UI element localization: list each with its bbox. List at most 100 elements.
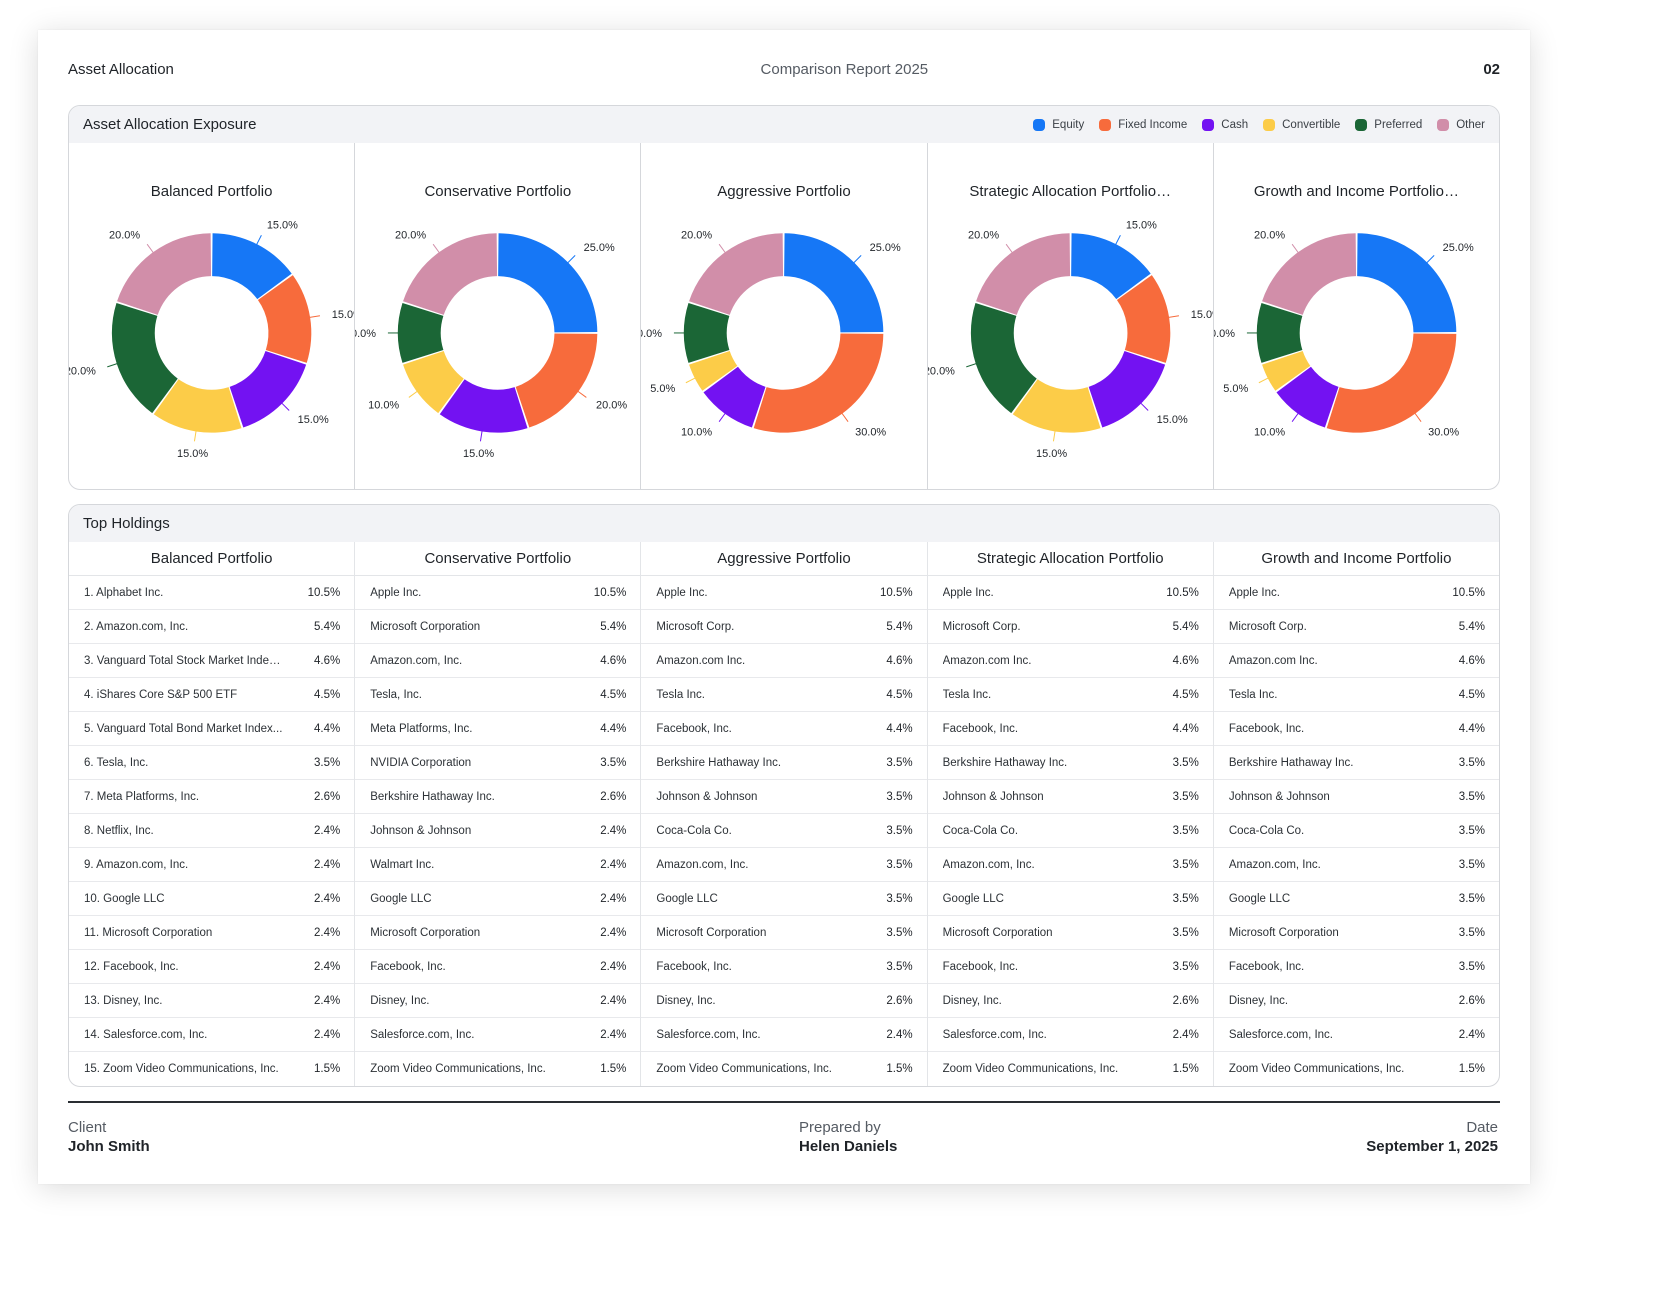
report-header: Asset Allocation Comparison Report 2025 … <box>68 58 1500 80</box>
table-row: Facebook, Inc. 3.5% <box>641 950 927 984</box>
slice-fixed-income[interactable] <box>1326 333 1457 433</box>
table-row: Salesforce.com, Inc. 2.4% <box>355 1018 641 1052</box>
holding-weight: 4.5% <box>600 688 627 701</box>
slice-label: 10.0% <box>368 399 399 411</box>
donut-svg: 25.0% 30.0% 10.0% 5.0% 10.0% 20.0% <box>641 230 901 439</box>
holding-name: Microsoft Corporation <box>942 926 1053 939</box>
holding-name: Facebook, Inc. <box>942 722 1019 735</box>
slice-equity[interactable] <box>784 233 884 333</box>
slice-fixed-income[interactable] <box>1116 275 1170 363</box>
holding-weight: 3.5% <box>1172 790 1199 803</box>
holding-weight: 3.5% <box>1172 960 1199 973</box>
slice-preferred[interactable] <box>1256 303 1303 363</box>
slice-cash[interactable] <box>439 379 528 433</box>
asset-allocation-title: Asset Allocation Exposure <box>83 116 257 133</box>
holding-weight: 3.5% <box>1458 926 1486 939</box>
donut-chart-3: 25.0% 30.0% 10.0% 5.0% 10.0% 20.0% Aggressive … <box>641 143 928 489</box>
holding-name: Salesforce.com, Inc. <box>656 1028 761 1041</box>
holding-name: 5. Vanguard Total Bond Market Index... <box>84 722 283 735</box>
page-number: 02 <box>1483 60 1500 78</box>
footer-divider <box>68 1101 1500 1103</box>
holding-name: Google LLC <box>942 892 1004 905</box>
slice-preferred[interactable] <box>111 303 178 414</box>
table-row: Amazon.com, Inc. 3.5% <box>927 848 1213 882</box>
slice-equity[interactable] <box>1356 233 1457 333</box>
slice-cash[interactable] <box>703 366 766 428</box>
holding-weight: 2.4% <box>313 1028 341 1041</box>
table-row: Microsoft Corp. 5.4% <box>1213 610 1499 644</box>
holding-weight: 4.4% <box>1172 722 1199 735</box>
chart-title: Balanced Portfolio <box>150 183 273 200</box>
table-row: Microsoft Corporation 3.5% <box>641 916 927 950</box>
slice-convertible[interactable] <box>689 351 738 391</box>
slice-convertible[interactable] <box>153 379 242 433</box>
slice-equity[interactable] <box>498 233 598 333</box>
holding-weight: 10.5% <box>880 586 913 599</box>
slice-other[interactable] <box>117 233 212 315</box>
holding-name: 4. iShares Core S&P 500 ETF <box>84 688 238 701</box>
holding-weight: 3.5% <box>886 756 913 769</box>
holding-weight: 5.4% <box>886 620 913 633</box>
slice-label: 30.0% <box>1428 426 1459 438</box>
slice-preferred[interactable] <box>398 303 444 363</box>
holdings-column-header: Balanced Portfolio <box>69 542 355 576</box>
holding-name: Apple Inc. <box>1228 586 1280 599</box>
holding-weight: 3.5% <box>886 926 913 939</box>
legend-item-preferred: Preferred <box>1355 118 1422 131</box>
table-row: Facebook, Inc. 2.4% <box>355 950 641 984</box>
table-row: Zoom Video Communications, Inc. 1.5% <box>1214 1052 1499 1086</box>
holding-name: 2. Amazon.com, Inc. <box>84 620 189 633</box>
slice-cash[interactable] <box>229 351 307 428</box>
slice-preferred[interactable] <box>970 303 1037 414</box>
table-row: Microsoft Corp. 5.4% <box>641 610 927 644</box>
slice-preferred[interactable] <box>684 303 730 363</box>
slice-fixed-income[interactable] <box>754 333 884 433</box>
table-row: Amazon.com Inc. 4.6% <box>1213 644 1499 678</box>
slice-convertible[interactable] <box>403 351 464 414</box>
leader-line <box>1138 401 1149 411</box>
holding-name: Apple Inc. <box>942 586 994 599</box>
slice-convertible[interactable] <box>1012 379 1101 433</box>
holding-weight: 10.5% <box>307 586 341 599</box>
holding-weight: 2.4% <box>600 926 627 939</box>
slice-other[interactable] <box>975 233 1070 315</box>
slice-convertible[interactable] <box>1261 351 1311 391</box>
holding-weight: 4.4% <box>600 722 627 735</box>
holding-name: Zoom Video Communications, Inc. <box>1228 1063 1405 1075</box>
holding-weight: 3.5% <box>1458 790 1486 803</box>
holding-weight: 3.5% <box>1458 756 1486 769</box>
table-row: Google LLC 2.4% <box>355 882 641 916</box>
holding-name: Berkshire Hathaway Inc. <box>1228 756 1354 769</box>
holding-name: Microsoft Corporation <box>656 926 767 939</box>
slice-equity[interactable] <box>212 233 292 300</box>
holding-weight: 2.4% <box>600 858 627 871</box>
holding-weight: 2.4% <box>1458 1028 1486 1041</box>
slice-label: 20.0% <box>681 230 712 242</box>
table-row: Tesla Inc. 4.5% <box>641 678 927 712</box>
slice-cash[interactable] <box>1276 366 1339 428</box>
holding-name: Johnson & Johnson <box>656 790 758 803</box>
holding-name: Google LLC <box>656 892 718 905</box>
leader-line <box>841 411 849 422</box>
slice-cash[interactable] <box>1088 351 1165 428</box>
slice-other[interactable] <box>1261 233 1356 315</box>
slice-label: 20.0% <box>69 366 96 378</box>
slice-fixed-income[interactable] <box>257 275 312 363</box>
table-row: Coca-Cola Co. 3.5% <box>641 814 927 848</box>
holding-name: Salesforce.com, Inc. <box>942 1028 1047 1041</box>
table-row: Disney, Inc. 2.6% <box>641 984 927 1018</box>
holding-weight: 2.6% <box>1458 994 1486 1007</box>
holding-weight: 2.4% <box>313 824 341 837</box>
table-row: Google LLC 3.5% <box>641 882 927 916</box>
slice-other[interactable] <box>689 233 784 315</box>
slice-fixed-income[interactable] <box>515 333 598 428</box>
legend-item-convertible: Convertible <box>1263 118 1340 131</box>
holding-name: Amazon.com Inc. <box>1228 654 1318 667</box>
slice-equity[interactable] <box>1070 233 1151 300</box>
holding-weight: 4.5% <box>1172 688 1199 701</box>
leader-line <box>1052 429 1056 442</box>
holdings-column-header: Aggressive Portfolio <box>641 542 927 576</box>
table-row: Amazon.com, Inc. 3.5% <box>641 848 927 882</box>
slice-other[interactable] <box>403 233 498 315</box>
holding-name: 14. Salesforce.com, Inc. <box>84 1028 208 1041</box>
